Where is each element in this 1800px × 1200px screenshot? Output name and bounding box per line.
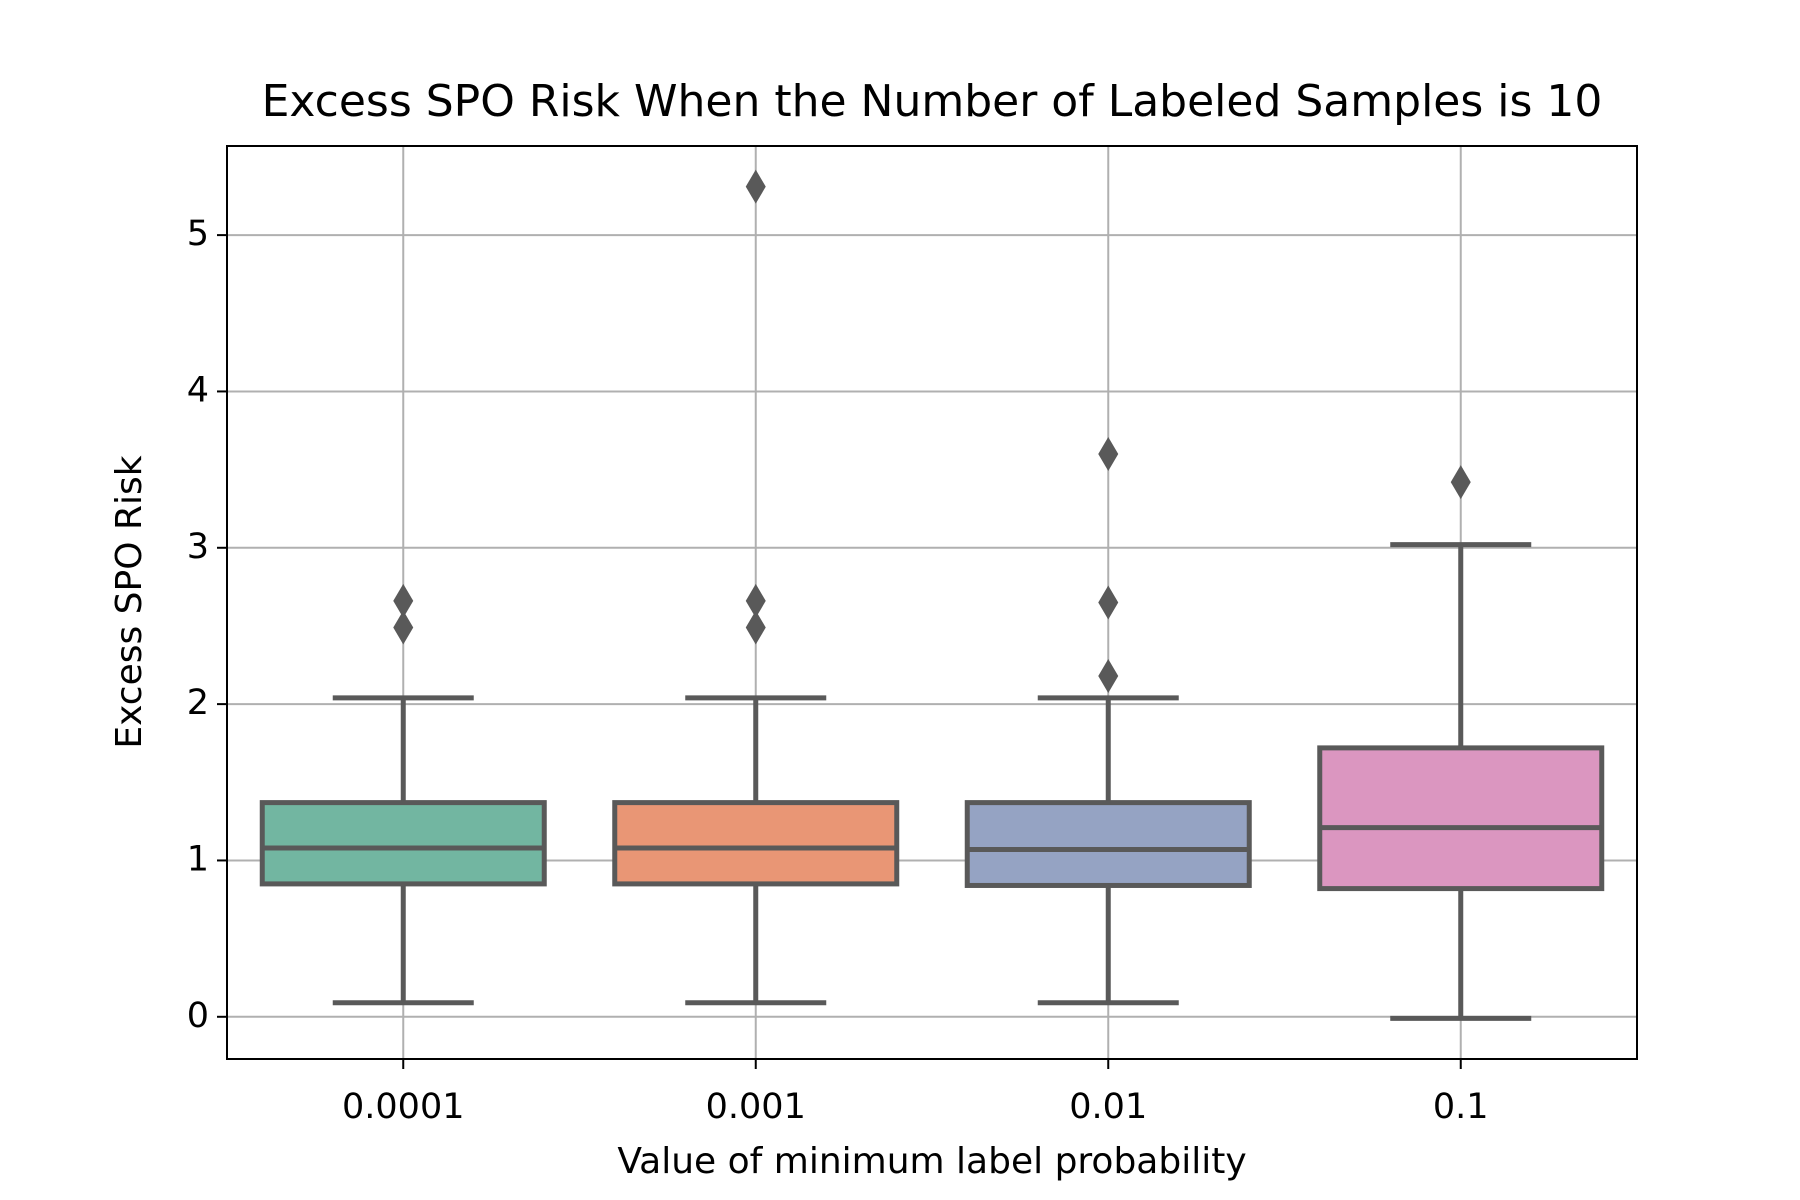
outlier: [393, 610, 414, 645]
y-tick-label: 4: [187, 370, 209, 410]
y-axis-label: Excess SPO Risk: [109, 455, 150, 748]
x-tick-label: 0.001: [706, 1087, 806, 1127]
y-tick-label: 5: [187, 214, 209, 254]
x-tick-label: 0.1: [1433, 1087, 1489, 1127]
outlier: [745, 583, 766, 618]
outlier: [745, 610, 766, 645]
plot-frame: [226, 145, 1638, 1060]
y-tick-label: 2: [187, 683, 209, 723]
y-tick-label: 3: [187, 527, 209, 567]
x-tick-label: 0.01: [1069, 1087, 1147, 1127]
box: [964, 800, 1252, 888]
outlier: [1450, 465, 1471, 500]
x-tick-label: 0.0001: [342, 1087, 464, 1127]
box: [259, 800, 547, 887]
y-tick-label: 0: [187, 996, 209, 1036]
outlier: [1098, 658, 1119, 693]
box: [612, 800, 900, 887]
x-axis-label: Value of minimum label probability: [617, 1141, 1246, 1182]
chart-title: Excess SPO Risk When the Number of Label…: [262, 76, 1603, 127]
box: [1317, 745, 1605, 892]
outlier: [1098, 436, 1119, 471]
y-tick-label: 1: [187, 839, 209, 879]
outlier: [745, 169, 766, 204]
outlier: [393, 583, 414, 618]
outlier: [1098, 585, 1119, 620]
